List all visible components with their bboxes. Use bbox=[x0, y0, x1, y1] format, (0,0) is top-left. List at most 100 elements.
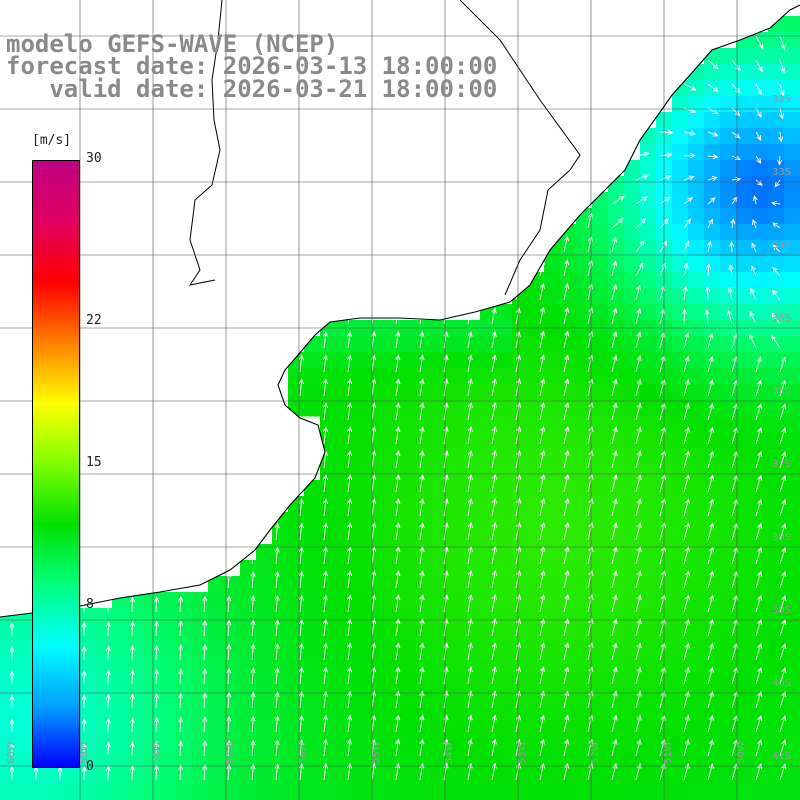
wind-speed-cell bbox=[336, 432, 353, 449]
wind-speed-cell bbox=[592, 240, 609, 257]
wind-arrow-shaft bbox=[275, 547, 279, 565]
wind-arrow-shaft bbox=[323, 523, 327, 541]
wind-arrow-shaft bbox=[443, 450, 448, 469]
wind-arrow-head bbox=[298, 690, 304, 697]
wind-speed-cell bbox=[432, 400, 449, 417]
wind-arrow bbox=[322, 594, 329, 613]
wind-arrow-shaft bbox=[467, 594, 472, 613]
wind-arrow bbox=[347, 378, 353, 397]
wind-speed-cell bbox=[720, 544, 737, 561]
wind-arrow bbox=[226, 739, 232, 757]
colorbar-tick-label: 15 bbox=[86, 455, 102, 470]
wind-speed-cell bbox=[512, 544, 529, 561]
wind-arrow-shaft bbox=[323, 667, 327, 685]
wind-speed-cell bbox=[752, 336, 769, 353]
wind-arrow-shaft bbox=[707, 403, 714, 421]
wind-arrow-shaft bbox=[635, 763, 641, 781]
wind-speed-cell bbox=[368, 704, 385, 721]
wind-arrow bbox=[371, 714, 377, 733]
wind-arrow-shaft bbox=[371, 715, 375, 733]
longitude-label: 60W bbox=[6, 741, 17, 764]
wind-speed-cell bbox=[416, 528, 433, 545]
wind-arrow bbox=[515, 714, 522, 733]
wind-speed-cell bbox=[736, 272, 753, 289]
wind-speed-cell bbox=[464, 496, 481, 513]
wind-arrow-shaft bbox=[371, 523, 375, 541]
wind-speed-cell bbox=[784, 416, 800, 433]
wind-arrow-head bbox=[777, 159, 783, 166]
wind-arrow-shaft bbox=[275, 643, 279, 661]
wind-speed-cell bbox=[352, 592, 369, 609]
wind-arrow-head bbox=[81, 670, 87, 676]
wind-speed-cell bbox=[672, 704, 689, 721]
wind-speed-cell bbox=[304, 624, 321, 641]
wind-speed-cell bbox=[448, 624, 465, 641]
wind-arrow-head bbox=[395, 762, 401, 769]
wind-arrow bbox=[755, 642, 763, 661]
wind-arrow bbox=[250, 570, 256, 589]
wind-arrow bbox=[779, 498, 787, 517]
wind-speed-cell bbox=[560, 672, 577, 689]
wind-arrow-shaft bbox=[563, 283, 568, 301]
wind-arrow bbox=[635, 426, 642, 445]
wind-arrow bbox=[105, 621, 111, 637]
wind-speed-cell bbox=[672, 112, 689, 129]
wind-arrow bbox=[515, 354, 522, 373]
wind-speed-cell bbox=[528, 704, 545, 721]
wind-speed-cell bbox=[432, 464, 449, 481]
wind-arrow-shaft bbox=[299, 643, 303, 661]
wind-arrow-shaft bbox=[563, 715, 569, 733]
wind-arrow-head bbox=[371, 642, 377, 649]
wind-speed-cell bbox=[736, 704, 753, 721]
wind-speed-cell bbox=[688, 304, 705, 321]
wind-speed-cell bbox=[432, 688, 449, 705]
wind-speed-cell bbox=[768, 400, 785, 417]
wind-speed-cell bbox=[496, 592, 513, 609]
wind-speed-cell bbox=[736, 208, 753, 225]
wind-arrow-head bbox=[105, 765, 111, 772]
wind-arrow-shaft bbox=[419, 739, 424, 757]
wind-arrow-head bbox=[612, 330, 618, 337]
longitude-label: 52W bbox=[590, 741, 601, 764]
wind-arrow-shaft bbox=[467, 355, 472, 373]
wind-arrow-head bbox=[515, 354, 522, 361]
wind-speed-cell bbox=[480, 640, 497, 657]
wind-speed-cell bbox=[784, 288, 800, 305]
wind-arrow-shaft bbox=[275, 523, 279, 541]
wind-speed-cell bbox=[96, 736, 113, 753]
wind-arrow-shaft bbox=[587, 546, 593, 565]
wind-arrow-head bbox=[757, 427, 763, 434]
wind-arrow-shaft bbox=[751, 242, 757, 253]
wind-arrow bbox=[467, 666, 473, 685]
wind-speed-cell bbox=[752, 608, 769, 625]
wind-arrow-shaft bbox=[635, 715, 641, 733]
wind-speed-cell bbox=[672, 656, 689, 673]
wind-speed-cell bbox=[720, 784, 737, 800]
wind-speed-cell bbox=[160, 736, 177, 753]
wind-speed-cell bbox=[400, 496, 417, 513]
wind-arrow bbox=[395, 642, 401, 661]
wind-arrow-head bbox=[564, 497, 570, 504]
wind-speed-cell bbox=[688, 96, 705, 113]
wind-arrow-shaft bbox=[371, 451, 375, 469]
wind-arrow-head bbox=[749, 310, 755, 317]
wind-speed-cell bbox=[528, 544, 545, 561]
wind-speed-cell bbox=[544, 704, 561, 721]
wind-speed-cell bbox=[512, 400, 529, 417]
wind-arrow-head bbox=[515, 738, 522, 745]
wind-arrow bbox=[347, 642, 353, 661]
wind-arrow-head bbox=[395, 450, 401, 456]
wind-arrow-head bbox=[250, 595, 256, 601]
wind-arrow-shaft bbox=[683, 739, 689, 757]
wind-arrow bbox=[395, 450, 401, 469]
wind-speed-cell bbox=[592, 560, 609, 577]
wind-speed-cell bbox=[560, 656, 577, 673]
wind-arrow bbox=[226, 571, 232, 589]
wind-arrow-shaft bbox=[539, 498, 545, 517]
wind-arrow-head bbox=[540, 473, 546, 480]
wind-arrow-shaft bbox=[251, 764, 254, 781]
wind-speed-cell bbox=[720, 272, 737, 289]
wind-arrow-shaft bbox=[251, 571, 254, 589]
wind-speed-cell bbox=[752, 400, 769, 417]
wind-arrow bbox=[683, 570, 690, 589]
